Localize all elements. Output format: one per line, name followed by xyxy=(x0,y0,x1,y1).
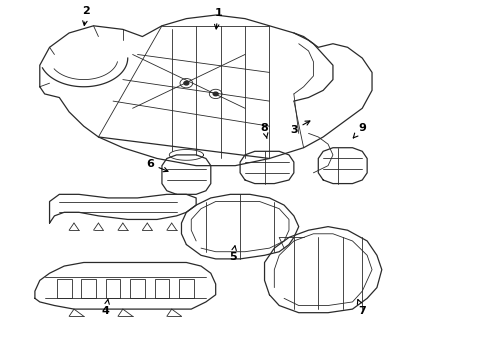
Text: 6: 6 xyxy=(146,159,168,172)
Bar xyxy=(106,279,121,298)
Circle shape xyxy=(213,92,218,96)
Text: 2: 2 xyxy=(82,6,90,26)
Text: 4: 4 xyxy=(102,300,110,316)
Text: 1: 1 xyxy=(214,8,222,29)
Text: 5: 5 xyxy=(229,246,237,262)
Bar xyxy=(155,279,169,298)
Text: 9: 9 xyxy=(353,123,366,138)
Text: 8: 8 xyxy=(261,123,269,139)
Bar xyxy=(130,279,145,298)
Circle shape xyxy=(184,81,189,85)
Text: 3: 3 xyxy=(290,121,310,135)
Text: 7: 7 xyxy=(357,300,366,316)
Bar xyxy=(179,279,194,298)
Bar xyxy=(81,279,96,298)
Bar xyxy=(57,279,72,298)
